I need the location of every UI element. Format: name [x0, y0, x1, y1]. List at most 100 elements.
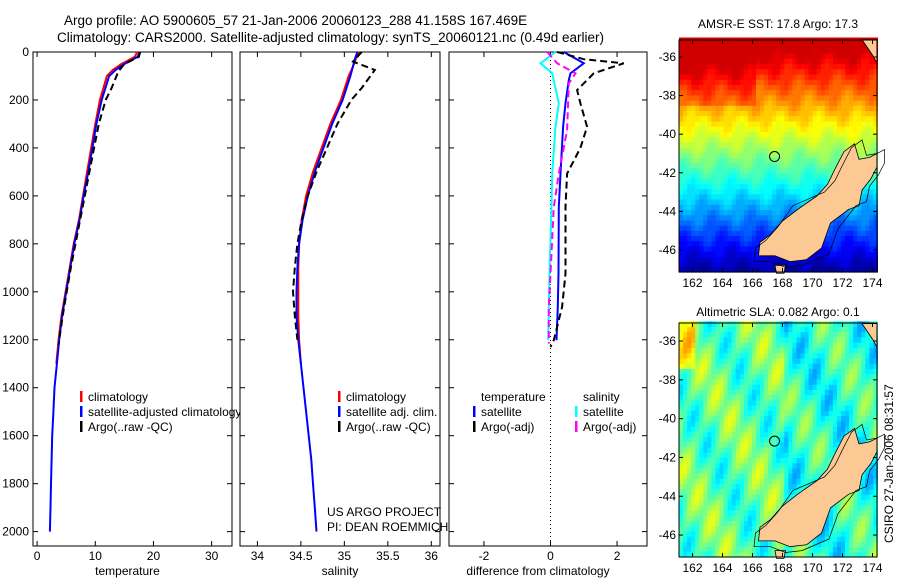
field-cell [711, 131, 716, 138]
field-cell [707, 152, 712, 158]
field-cell [824, 53, 830, 59]
field-cell [800, 431, 806, 438]
field-cell [841, 79, 846, 85]
field-cell [719, 509, 725, 516]
field-cell [869, 426, 874, 432]
field-cell [772, 431, 777, 438]
field-cell [869, 415, 874, 422]
field-cell [699, 441, 704, 448]
field-cell [861, 478, 866, 485]
field-cell [812, 183, 818, 190]
field-cell [824, 520, 830, 527]
field-cell [816, 89, 822, 96]
field-cell [731, 157, 737, 164]
field-cell [723, 357, 729, 364]
field-cell [756, 551, 761, 558]
field-cell [800, 120, 806, 127]
field-cell [832, 79, 838, 85]
field-cell [776, 84, 781, 91]
field-cell [865, 378, 870, 385]
field-cell [853, 225, 858, 231]
field-cell [739, 141, 745, 148]
field-cell [735, 136, 741, 143]
field-cell [756, 405, 761, 411]
field-cell [832, 363, 838, 369]
field-cell [727, 352, 733, 359]
field-cell [845, 326, 850, 333]
field-cell [832, 373, 838, 380]
field-cell [679, 394, 684, 401]
field-cell [731, 94, 737, 101]
field-cell [788, 167, 793, 174]
field-cell [861, 384, 866, 390]
field-cell [808, 426, 814, 432]
field-cell [683, 47, 688, 54]
field-cell [804, 105, 810, 111]
field-cell [747, 235, 753, 242]
field-cell [691, 110, 696, 117]
field-cell [776, 204, 781, 211]
field-cell [804, 347, 810, 354]
field-cell [865, 240, 870, 247]
field-cell [837, 405, 842, 411]
field-cell [873, 452, 878, 458]
field-cell [707, 146, 712, 153]
field-cell [756, 420, 761, 427]
field-cell [772, 441, 777, 448]
field-cell [764, 431, 769, 438]
field-cell [768, 42, 773, 49]
field-cell [707, 79, 712, 85]
field-cell [687, 551, 692, 558]
field-cell [751, 467, 757, 474]
field-cell [837, 342, 842, 348]
field-cell [727, 219, 733, 226]
field-cell [845, 520, 850, 527]
field-cell [699, 488, 704, 495]
field-cell [756, 178, 761, 184]
field-cell [764, 551, 769, 558]
field-cell [788, 473, 793, 479]
field-cell [853, 494, 858, 500]
field-cell [679, 53, 684, 59]
field-cell [707, 378, 712, 385]
field-cell [711, 457, 716, 464]
field-cell [792, 100, 797, 106]
field-cell [784, 467, 789, 474]
field-cell [837, 373, 842, 380]
field-cell [679, 204, 684, 211]
field-cell [727, 157, 733, 164]
field-cell [760, 368, 765, 375]
field-cell [679, 141, 684, 148]
field-cell [687, 115, 692, 122]
field-cell [849, 251, 854, 257]
field-cell [869, 525, 874, 532]
field-cell [764, 331, 769, 338]
field-cell [841, 405, 846, 411]
field-cell [861, 110, 866, 117]
field-cell [784, 162, 789, 169]
field-cell [808, 58, 814, 65]
field-cell [695, 105, 700, 111]
field-cell [743, 256, 749, 263]
field-cell [727, 105, 733, 111]
field-cell [849, 410, 854, 417]
y-tick-label: -40 [659, 412, 677, 426]
field-cell [691, 188, 696, 195]
field-cell [853, 131, 858, 138]
field-cell [784, 105, 789, 111]
field-cell [768, 120, 773, 127]
field-cell [731, 235, 737, 242]
field-cell [873, 368, 878, 375]
field-cell [772, 120, 777, 127]
field-cell [711, 89, 716, 96]
field-cell [711, 188, 716, 195]
field-cell [679, 337, 684, 343]
field-cell [812, 394, 818, 401]
field-cell [808, 89, 814, 96]
legend-entry: Argo(..raw -QC) [88, 420, 173, 434]
field-cell [772, 399, 777, 406]
field-cell [711, 100, 716, 106]
field-cell [707, 266, 712, 273]
field-cell [764, 152, 769, 158]
